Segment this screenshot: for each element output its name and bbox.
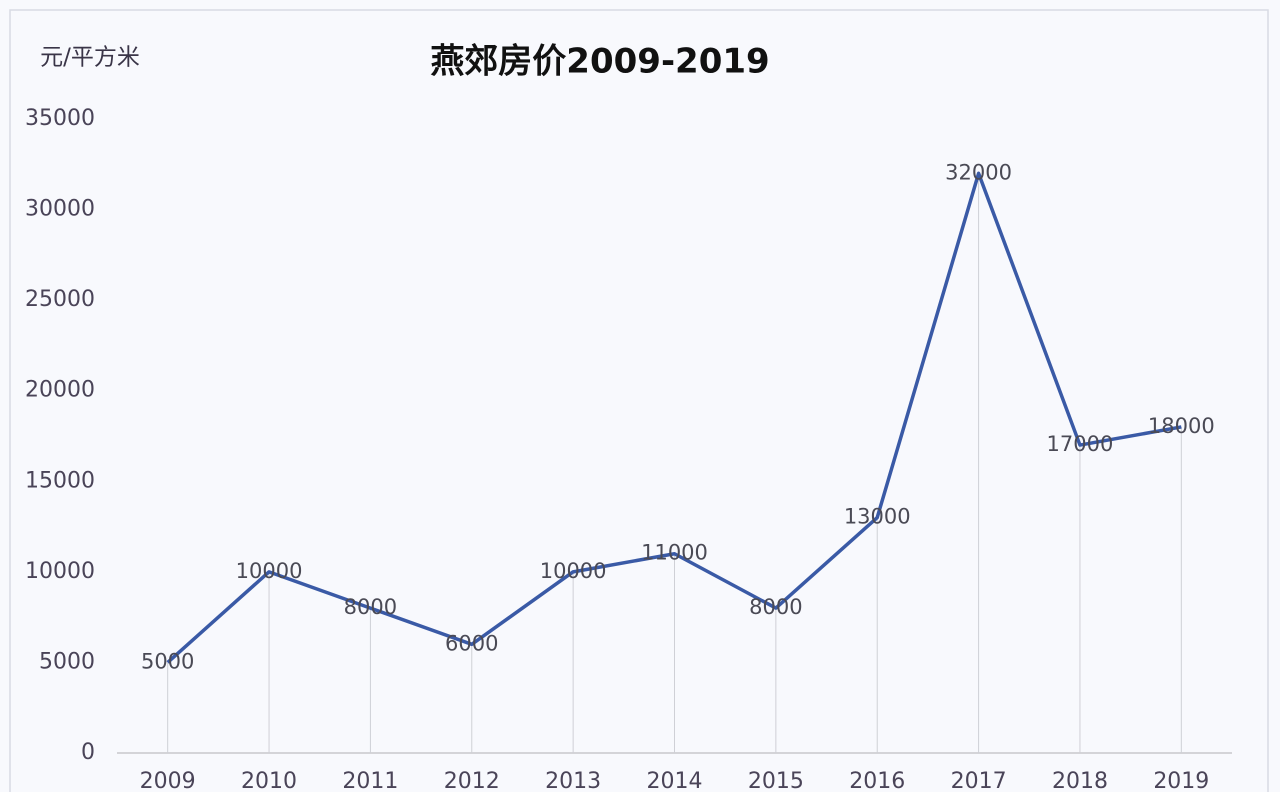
y-tick-label: 10000: [25, 559, 95, 584]
x-tick-label: 2013: [545, 769, 601, 792]
x-tick-label: 2014: [647, 769, 703, 792]
x-tick-label: 2010: [241, 769, 297, 792]
data-label: 8000: [344, 595, 397, 619]
data-label: 10000: [236, 559, 303, 583]
x-tick-label: 2011: [342, 769, 398, 792]
data-label: 13000: [844, 505, 911, 529]
x-tick-label: 2017: [951, 769, 1007, 792]
data-label: 10000: [540, 559, 607, 583]
x-tick-label: 2012: [444, 769, 500, 792]
data-label: 11000: [641, 541, 708, 565]
data-label: 6000: [445, 631, 498, 655]
data-label: 17000: [1047, 432, 1114, 456]
x-tick-label: 2016: [849, 769, 905, 792]
y-axis-label: 元/平方米: [40, 45, 140, 71]
y-tick-label: 35000: [25, 106, 95, 131]
y-tick-label: 0: [81, 740, 95, 765]
x-tick-label: 2015: [748, 769, 804, 792]
frame: [9, 9, 1269, 792]
data-label: 32000: [945, 160, 1012, 184]
data-label: 8000: [749, 595, 802, 619]
x-tick-label: 2018: [1052, 769, 1108, 792]
y-tick-label: 20000: [25, 378, 95, 403]
y-tick-label: 25000: [25, 287, 95, 312]
line: [166, 171, 1182, 664]
data-label: 5000: [141, 649, 194, 673]
y-tick-label: 15000: [25, 468, 95, 493]
x-tick-label: 2009: [140, 769, 196, 792]
y-tick-label: 30000: [25, 197, 95, 222]
y-tick-label: 5000: [39, 649, 95, 674]
data-label: 18000: [1148, 414, 1215, 438]
x-tick-label: 2019: [1153, 769, 1209, 792]
chart-title: 燕郊房价2009-2019: [430, 42, 769, 82]
